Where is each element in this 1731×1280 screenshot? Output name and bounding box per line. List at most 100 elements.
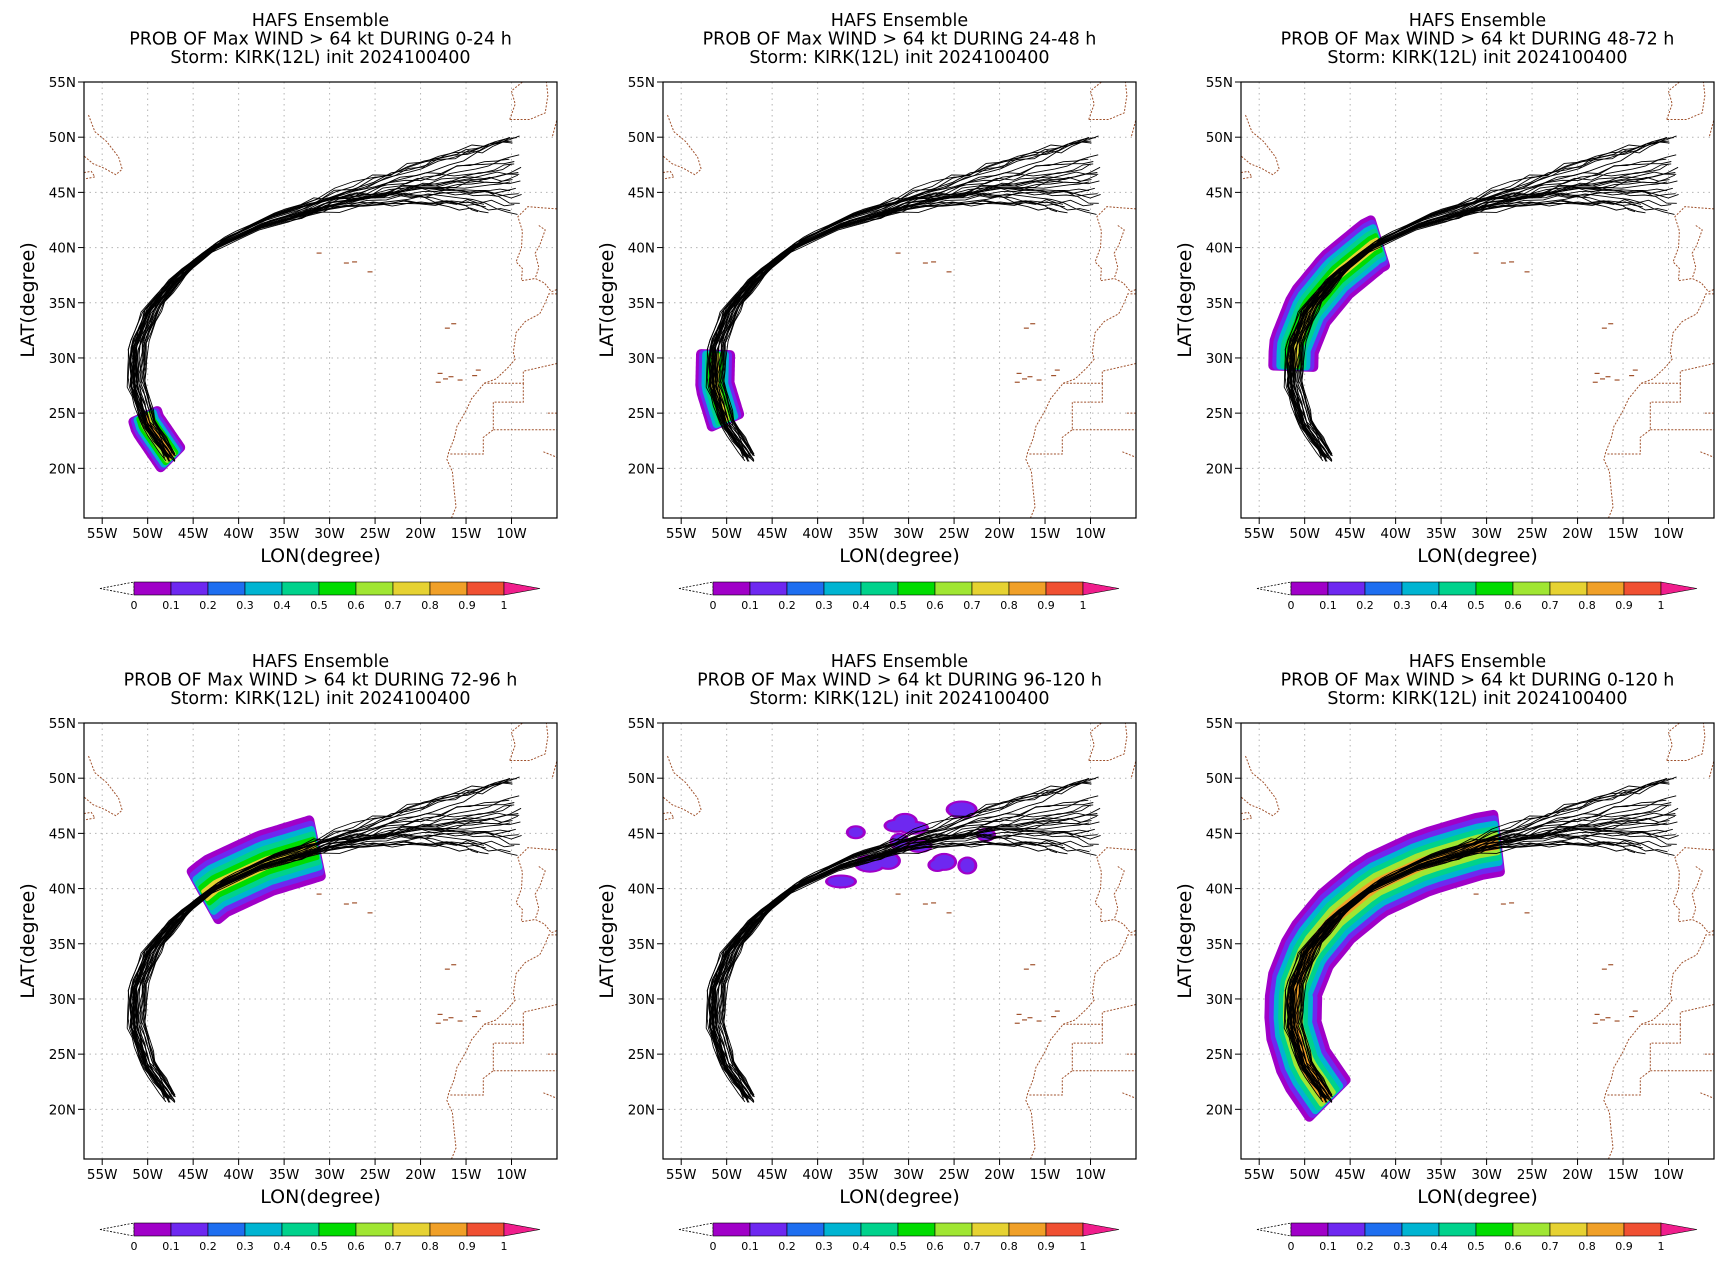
panel-subtitle: PROB OF Max WIND > 64 kt DURING 96-120 h [697,671,1102,691]
x-tick-label: 50W [132,1167,163,1183]
ensemble-track [1287,176,1670,457]
colorbar: 0 0.1 0.2 0.3 0.4 0.5 0.6 0.7 0.8 0.9 1 [678,581,1120,612]
coastline [1122,1092,1136,1099]
colorbar-label: 0.2 [1356,599,1374,612]
x-tick-label: 50W [132,526,163,542]
colorbar-cell [860,581,899,596]
coastline [1088,723,1128,761]
coastline [509,82,549,120]
colorbar-label: 0.7 [963,599,981,612]
y-tick-label: 30N [1206,992,1233,1008]
ensemble-track [712,187,1090,456]
y-axis-title: LAT(degree) [1174,242,1196,358]
coastline [1025,293,1136,518]
colorbar-label: 0.3 [815,1240,833,1253]
x-tick-label: 30W [893,1167,924,1183]
ensemble-track [142,141,513,455]
colorbar-cell [749,1222,788,1237]
ensemble-track [1288,163,1672,455]
x-axis-title: LON(degree) [260,545,381,567]
panel-title: HAFS Ensemble [831,11,968,31]
ensemble-track [708,201,1090,456]
coastline [1709,82,1714,137]
panel-storm-line: Storm: KIRK(12L) init 2024100400 [170,48,470,68]
colorbar-label: 1 [501,599,508,612]
coastline [1605,383,1681,455]
colorbar-cell [1438,1222,1477,1237]
colorbar-cell [133,581,172,596]
colorbar: 0 0.1 0.2 0.3 0.4 0.5 0.6 0.7 0.8 0.9 1 [99,581,541,612]
coastline [1131,723,1136,778]
colorbar-label: 0.5 [310,599,328,612]
colorbar-label: 0 [131,599,138,612]
y-tick-label: 50N [49,130,76,146]
colorbar-label: 0.6 [926,599,944,612]
colorbar-label: 0.6 [1504,599,1522,612]
ensemble-track [131,821,521,1099]
ensemble-track [134,187,516,456]
ensemble-track [1286,778,1674,1103]
colorbar-cell [897,581,936,596]
colorbar-cell [1364,581,1403,596]
ensemble-track [141,138,509,455]
x-tick-label: 30W [1471,526,1502,542]
ensemble-track [126,199,485,458]
colorbar-over-arrow [503,1222,541,1237]
y-tick-label: 40N [1206,882,1233,898]
coastline [1666,82,1706,120]
panel-storm-line: Storm: KIRK(12L) init 2024100400 [749,48,1049,68]
probability-patch [900,822,927,833]
colorbar-over-arrow [1082,1222,1120,1237]
coastline [1241,811,1253,821]
x-tick-label: 25W [360,526,391,542]
coastline [84,170,96,180]
colorbar-cell [934,581,973,596]
coastline [1691,866,1703,920]
y-tick-label: 25N [628,1047,655,1063]
ensemble-track [1291,828,1673,1097]
x-tick-label: 20W [984,526,1015,542]
x-tick-label: 10W [496,1167,527,1183]
ensemble-track [713,822,1090,1101]
colorbar-label: 0 [710,1240,717,1253]
x-tick-label: 40W [802,1167,833,1183]
ensemble-track [714,163,1091,457]
y-tick-label: 45N [1206,826,1233,842]
colorbar-cell [466,1222,505,1237]
colorbar-cell [1401,581,1440,596]
ensemble-track [705,199,1064,458]
ensemble-track [1292,804,1669,1098]
x-tick-label: 45W [1335,526,1366,542]
coastline [1241,755,1280,817]
ensemble-track [710,842,1068,1100]
ensemble-track [139,135,520,454]
x-tick-label: 50W [711,526,742,542]
panel-title: HAFS Ensemble [1409,11,1546,31]
colorbar-label: 0.1 [1319,1240,1337,1253]
colorbar-label: 0 [131,1240,138,1253]
colorbar-label: 0.4 [1430,1240,1448,1253]
colorbar-label: 0.9 [1037,1240,1055,1253]
x-tick-label: 30W [893,526,924,542]
x-tick-label: 20W [405,1167,436,1183]
y-tick-label: 25N [1206,406,1233,422]
ensemble-track [144,161,515,455]
x-tick-label: 45W [1335,1167,1366,1183]
y-tick-label: 35N [628,937,655,953]
colorbar-label: 0.2 [199,599,217,612]
x-tick-label: 50W [711,1167,742,1183]
y-tick-label: 40N [49,241,76,257]
y-tick-label: 45N [1206,185,1233,201]
panel-subtitle: PROB OF Max WIND > 64 kt DURING 0-24 h [129,30,512,50]
y-tick-label: 55N [49,75,76,91]
x-tick-label: 35W [1426,1167,1457,1183]
y-tick-label: 20N [1206,1102,1233,1118]
ensemble-track [709,817,1092,1098]
x-tick-label: 55W [87,526,118,542]
map-frame [83,722,558,1160]
colorbar-cell [897,1222,936,1237]
coastline [1603,293,1714,518]
colorbar-cell [1586,581,1625,596]
colorbar-under-arrow [99,581,135,596]
y-tick-label: 20N [49,461,76,477]
